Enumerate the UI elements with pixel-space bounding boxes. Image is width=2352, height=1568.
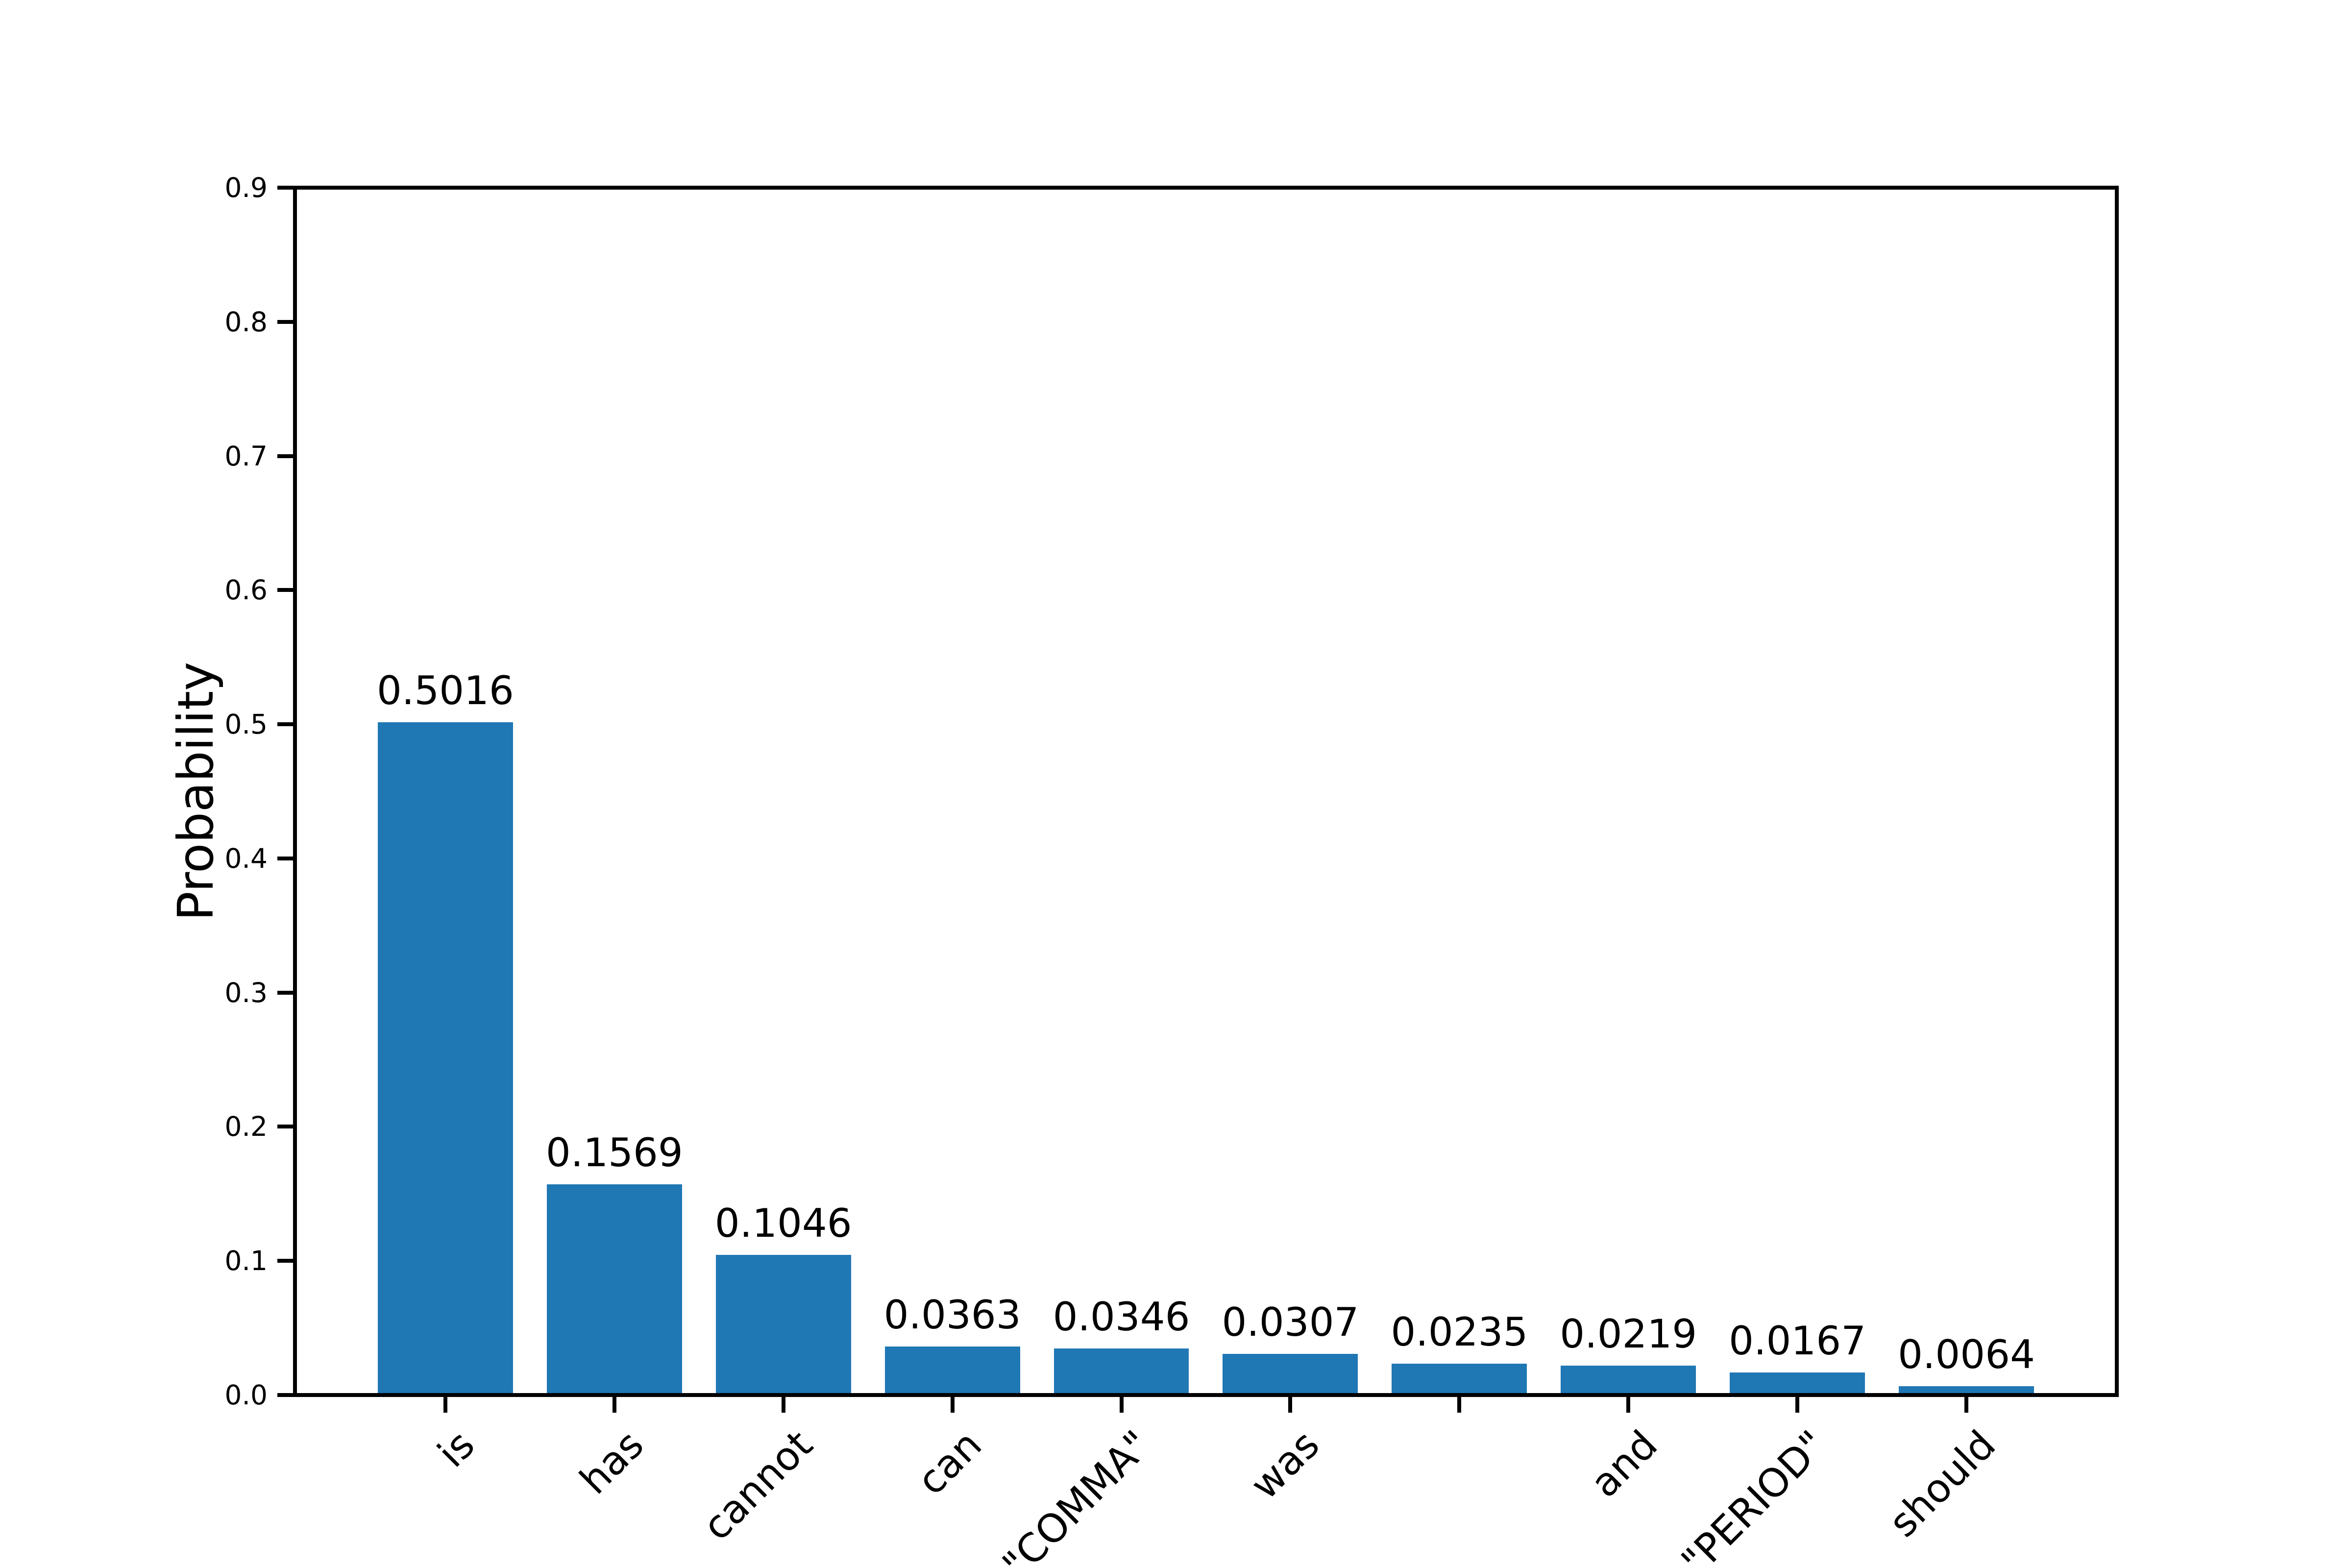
axis-spine-bottom — [293, 1393, 2119, 1397]
x-tick — [1288, 1395, 1293, 1413]
bar — [1392, 1363, 1527, 1395]
bar-value-label: 0.1046 — [714, 1200, 852, 1246]
y-tick-label: 0.5 — [224, 709, 268, 740]
y-tick — [277, 454, 295, 458]
y-tick — [277, 588, 295, 592]
y-axis-title: Probability — [167, 662, 224, 921]
x-tick — [1964, 1395, 1969, 1413]
axis-spine-right — [2115, 186, 2119, 1397]
x-tick-label: and — [1582, 1421, 1666, 1506]
y-tick — [277, 856, 295, 860]
y-tick — [277, 990, 295, 995]
y-tick — [277, 186, 295, 190]
bar-value-label: 0.5016 — [376, 667, 514, 713]
bar — [715, 1254, 851, 1395]
x-tick — [443, 1395, 447, 1413]
bar — [1899, 1386, 2034, 1395]
axis-spine-top — [293, 186, 2119, 190]
y-tick-label: 0.0 — [224, 1379, 268, 1411]
y-tick-label: 0.2 — [224, 1111, 268, 1143]
x-tick — [1457, 1395, 1462, 1413]
bar — [884, 1346, 1020, 1395]
y-tick — [277, 319, 295, 324]
bar-value-label: 0.0346 — [1053, 1294, 1190, 1340]
x-tick-label: is — [429, 1421, 484, 1476]
bar — [1054, 1348, 1189, 1395]
y-tick — [277, 1393, 295, 1397]
bar — [546, 1184, 682, 1395]
bar-value-label: 0.0363 — [883, 1292, 1021, 1338]
bar-value-label: 0.1569 — [545, 1130, 683, 1176]
x-tick — [1795, 1395, 1800, 1413]
bar — [1730, 1372, 1865, 1395]
y-tick — [277, 722, 295, 727]
bar-value-label: 0.0307 — [1222, 1299, 1359, 1345]
axis-spine-left — [293, 186, 297, 1397]
y-tick — [277, 1125, 295, 1129]
bar-value-label: 0.0235 — [1391, 1309, 1528, 1355]
x-tick — [781, 1395, 785, 1413]
y-tick-label: 0.3 — [224, 977, 268, 1008]
bar-value-label: 0.0064 — [1898, 1332, 2035, 1378]
y-tick-label: 0.9 — [224, 172, 268, 203]
x-tick — [612, 1395, 616, 1413]
y-tick — [277, 1259, 295, 1263]
bar-value-label: 0.0219 — [1560, 1311, 1697, 1357]
y-tick-label: 0.6 — [224, 574, 268, 606]
y-tick-label: 0.8 — [224, 306, 268, 338]
bar-value-label: 0.0167 — [1729, 1318, 1866, 1364]
y-tick-label: 0.7 — [224, 440, 268, 472]
x-tick — [1626, 1395, 1631, 1413]
x-tick — [950, 1395, 955, 1413]
bar — [1223, 1353, 1358, 1395]
bar — [1561, 1366, 1696, 1395]
x-tick — [1119, 1395, 1124, 1413]
y-tick-label: 0.1 — [224, 1245, 268, 1277]
bar — [378, 722, 513, 1395]
y-tick-label: 0.4 — [224, 842, 268, 874]
